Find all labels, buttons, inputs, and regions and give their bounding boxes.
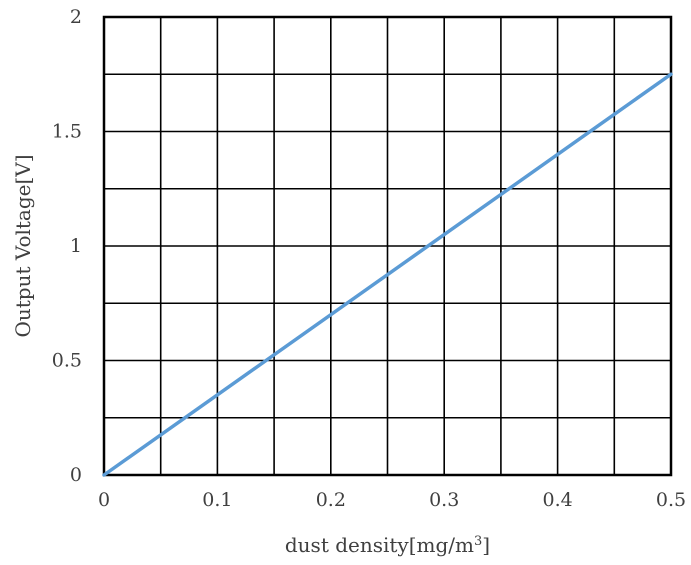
y-tick-label: 0.5 bbox=[52, 350, 82, 372]
x-tick-label: 0.1 bbox=[202, 489, 232, 511]
y-axis-title: Output Voltage[V] bbox=[11, 154, 35, 337]
x-axis-title-main: dust density[mg/m bbox=[285, 533, 474, 557]
x-axis-title-end: ] bbox=[482, 533, 490, 557]
x-axis-title: dust density[mg/m3] bbox=[285, 533, 490, 557]
series-line bbox=[102, 72, 673, 477]
x-tick-label: 0 bbox=[98, 489, 110, 511]
x-axis-title-superscript: 3 bbox=[474, 534, 482, 549]
y-tick-label: 0 bbox=[70, 464, 82, 486]
x-tick-label: 0.5 bbox=[656, 489, 686, 511]
grid-lines bbox=[103, 16, 672, 476]
y-tick-label: 2 bbox=[70, 6, 82, 28]
plot-area-frame bbox=[102, 15, 673, 477]
y-tick-label: 1 bbox=[70, 235, 82, 257]
y-axis-tick-labels: 0 0.5 1 1.5 2 bbox=[52, 6, 82, 486]
x-tick-label: 0.2 bbox=[316, 489, 346, 511]
x-axis-tick-labels: 0 0.1 0.2 0.3 0.4 0.5 bbox=[98, 489, 686, 511]
y-tick-label: 1.5 bbox=[52, 121, 82, 143]
x-tick-label: 0.3 bbox=[429, 489, 459, 511]
x-tick-label: 0.4 bbox=[542, 489, 572, 511]
series-layer bbox=[102, 72, 673, 477]
